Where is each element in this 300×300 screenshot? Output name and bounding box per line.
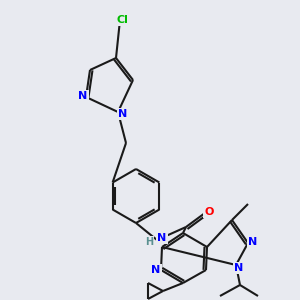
Text: N: N [234,263,244,273]
Text: N: N [158,233,166,243]
Text: Cl: Cl [116,15,128,25]
Text: N: N [152,265,160,275]
Text: H: H [145,237,153,247]
Text: N: N [248,237,258,247]
Text: N: N [118,109,127,119]
Text: N: N [78,91,88,101]
Text: O: O [204,207,214,217]
